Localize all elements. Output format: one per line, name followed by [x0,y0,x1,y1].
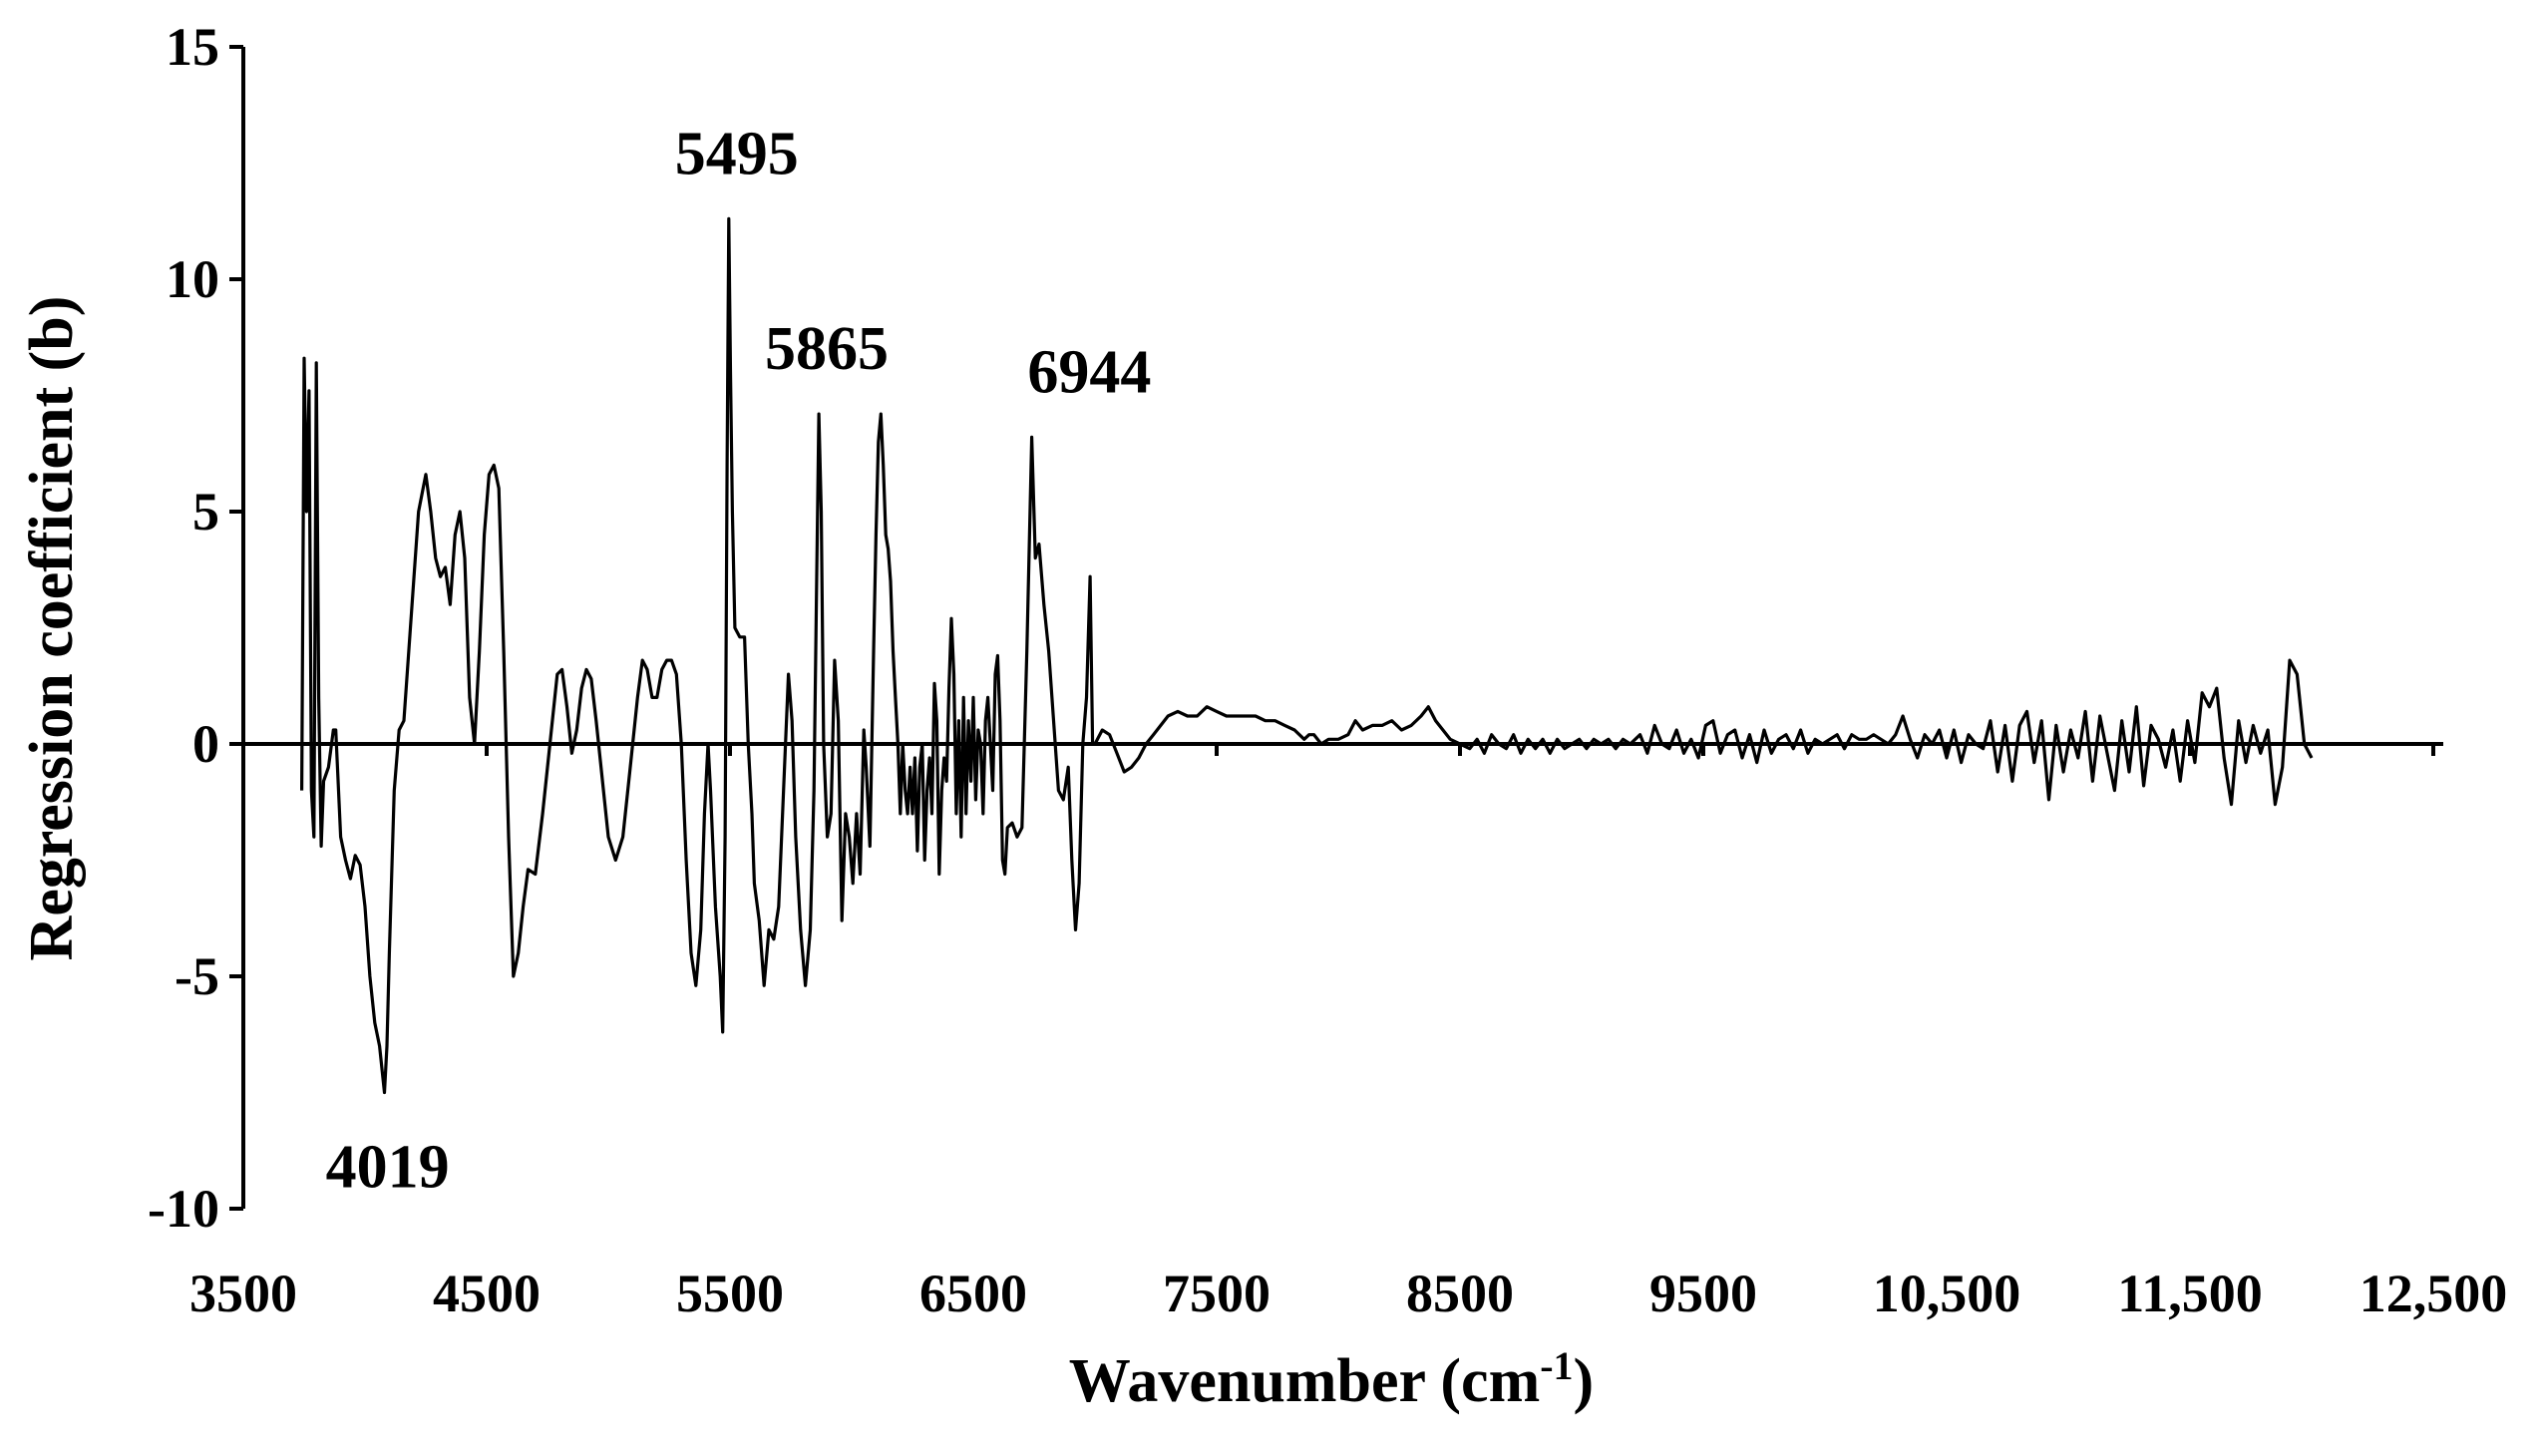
y-tick-label: -5 [175,946,219,1006]
peak-label: 5865 [765,315,889,383]
x-tick-label: 10,500 [1873,1264,2021,1323]
x-tick-label: 3500 [189,1264,297,1323]
y-tick-label: 15 [166,17,219,77]
x-tick-label: 9500 [1649,1264,1757,1323]
y-tick-label: 5 [192,482,219,542]
x-tick-label: 8500 [1406,1264,1514,1323]
x-tick-label: 12,500 [2360,1264,2508,1323]
y-axis-title: Regression coefficient (b) [18,296,86,961]
peak-label: 5495 [675,120,799,187]
x-tick-label: 11,500 [2117,1264,2263,1323]
peak-label: 6944 [1027,338,1151,406]
x-axis-title: Wavenumber (cm-1) [1069,1343,1594,1416]
y-tick-label: 0 [192,714,219,774]
x-tick-label: 6500 [919,1264,1027,1323]
y-tick-label: 10 [166,249,219,309]
peak-label: 4019 [326,1134,450,1202]
x-tick-label: 7500 [1163,1264,1271,1323]
x-tick-labels: 3500 4500 5500 6500 7500 8500 9500 10,500 11,500… [189,744,2507,1323]
series-group [300,216,2314,1095]
series-line [300,216,2314,1095]
axes [241,47,2443,1209]
x-tick-label: 4500 [433,1264,541,1323]
y-tick-label: -10 [148,1179,219,1239]
peak-annotations: 4019 5495 5865 6944 [326,120,1152,1201]
x-tick-label: 5500 [676,1264,784,1323]
x-axis-title-main: Wavenumber (cm [1069,1347,1540,1415]
x-axis-title-close: ) [1574,1347,1595,1415]
x-axis-title-superscript: -1 [1540,1343,1573,1388]
y-ticks: -10 -5 0 5 10 15 [148,17,243,1239]
